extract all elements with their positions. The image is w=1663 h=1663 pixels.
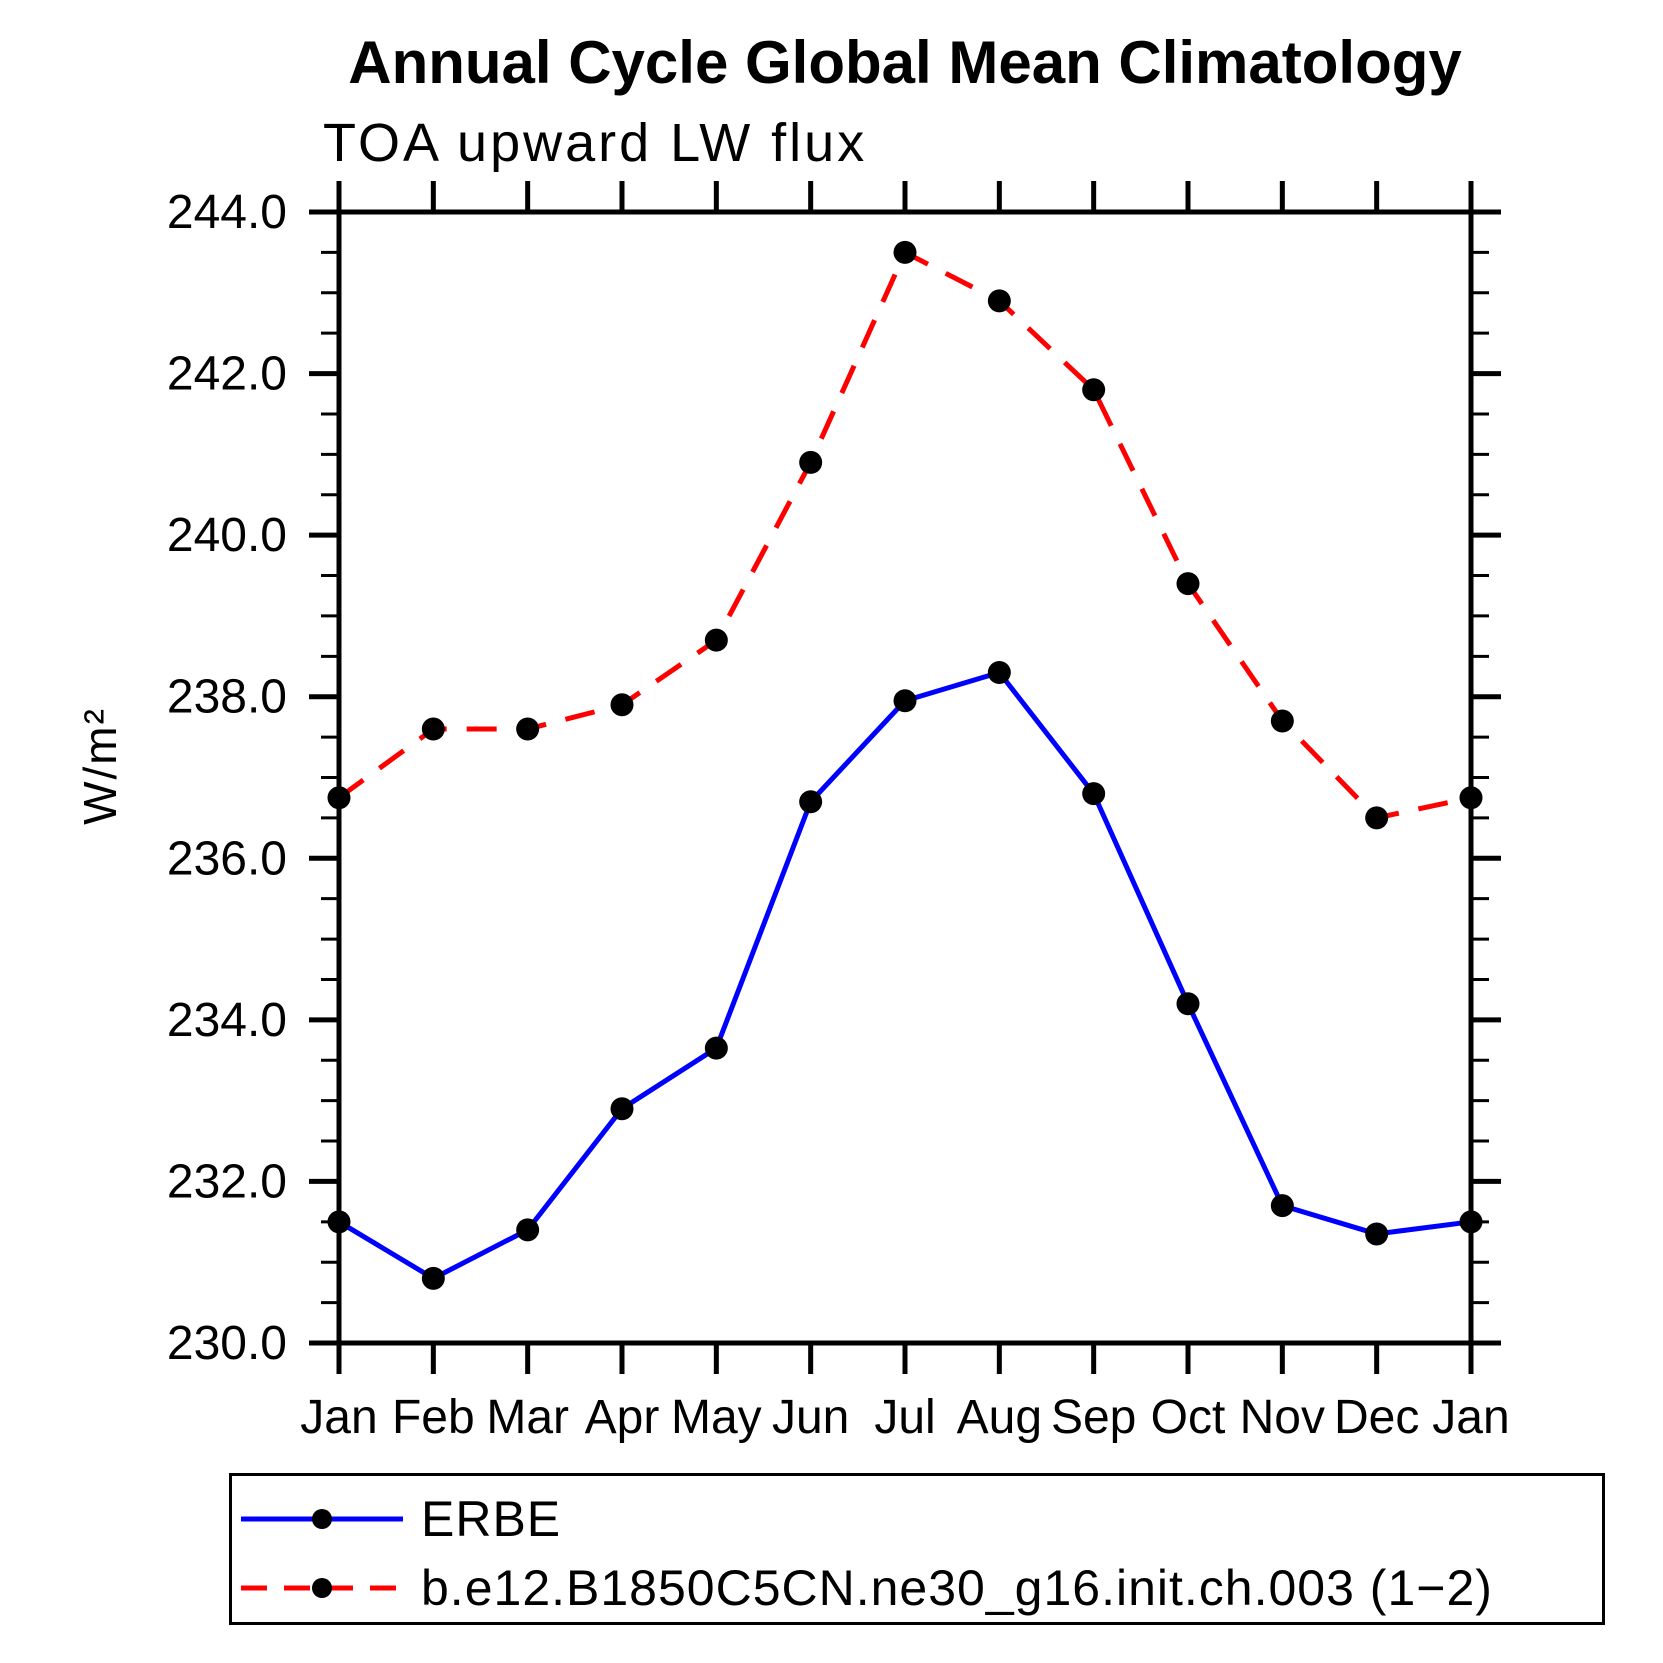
data-point-marker bbox=[704, 1036, 728, 1060]
erbe-line bbox=[337, 669, 1472, 1281]
data-point-marker bbox=[987, 289, 1011, 313]
legend-label: ERBE bbox=[421, 1491, 562, 1547]
data-point-marker bbox=[1459, 1210, 1483, 1234]
y-tick-label: 236.0 bbox=[167, 832, 287, 885]
data-point-marker bbox=[1270, 1194, 1294, 1218]
model-line bbox=[337, 249, 1472, 821]
y-tick-label: 240.0 bbox=[167, 509, 287, 562]
data-point-marker bbox=[610, 1097, 634, 1121]
data-point-marker bbox=[704, 628, 728, 652]
legend-line-swatch-solid bbox=[241, 1509, 403, 1529]
data-point-marker bbox=[1270, 709, 1294, 733]
data-point-marker bbox=[327, 1210, 351, 1234]
x-tick-label: Jan bbox=[300, 1391, 377, 1444]
data-point-marker bbox=[1176, 992, 1200, 1016]
legend-marker-dot bbox=[312, 1578, 332, 1598]
x-tick-label: Feb bbox=[392, 1391, 475, 1444]
data-point-marker bbox=[1082, 782, 1106, 806]
legend-box: ERBE b.e12.B1850C5CN.ne30_g16.init.ch.00… bbox=[229, 1473, 1605, 1625]
chart-title: Annual Cycle Global Mean Climatology bbox=[348, 29, 1462, 96]
data-point-marker bbox=[516, 1218, 540, 1242]
x-tick-label: Jan bbox=[1432, 1391, 1509, 1444]
x-tick-label: May bbox=[671, 1391, 762, 1444]
data-point-marker bbox=[421, 717, 445, 741]
data-point-marker bbox=[1365, 1222, 1389, 1246]
x-tick-label: Nov bbox=[1240, 1391, 1325, 1444]
data-point-marker bbox=[421, 1266, 445, 1290]
x-tick-label: Dec bbox=[1334, 1391, 1419, 1444]
y-tick-label: 242.0 bbox=[167, 348, 287, 401]
data-point-marker bbox=[610, 693, 634, 717]
data-point-marker bbox=[799, 790, 823, 814]
x-tick-label: Jun bbox=[772, 1391, 849, 1444]
x-tick-label: Jul bbox=[874, 1391, 935, 1444]
data-point-marker bbox=[516, 717, 540, 741]
y-tick-label: 232.0 bbox=[167, 1155, 287, 1208]
data-point-marker bbox=[1365, 806, 1389, 830]
data-point-marker bbox=[1459, 786, 1483, 810]
data-point-marker bbox=[1176, 572, 1200, 596]
data-point-marker bbox=[327, 786, 351, 810]
data-point-marker bbox=[987, 660, 1011, 684]
y-tick-label: 234.0 bbox=[167, 994, 287, 1047]
x-tick-label: Aug bbox=[957, 1391, 1042, 1444]
chart-subtitle: TOA upward LW flux bbox=[323, 113, 868, 173]
x-tick-label: Oct bbox=[1151, 1391, 1226, 1444]
legend-marker-dot bbox=[312, 1509, 332, 1529]
y-tick-label: 244.0 bbox=[167, 186, 287, 239]
data-point-marker bbox=[1082, 378, 1106, 402]
y-tick-label: 238.0 bbox=[167, 671, 287, 724]
x-tick-label: Mar bbox=[486, 1391, 569, 1444]
legend-label: b.e12.B1850C5CN.ne30_g16.init.ch.003 (1−… bbox=[421, 1560, 1493, 1616]
data-point-marker bbox=[893, 240, 917, 264]
x-tick-label: Apr bbox=[585, 1391, 660, 1444]
data-point-marker bbox=[893, 689, 917, 713]
y-tick-label: 230.0 bbox=[167, 1317, 287, 1370]
plot-frame bbox=[336, 209, 1474, 1346]
legend-entry-model: b.e12.B1850C5CN.ne30_g16.init.ch.003 (1−… bbox=[239, 1560, 1493, 1616]
legend-line-swatch-dashed bbox=[241, 1578, 403, 1598]
x-tick-label: Sep bbox=[1051, 1391, 1136, 1444]
legend-entry-erbe: ERBE bbox=[239, 1491, 561, 1547]
data-point-marker bbox=[799, 450, 823, 474]
